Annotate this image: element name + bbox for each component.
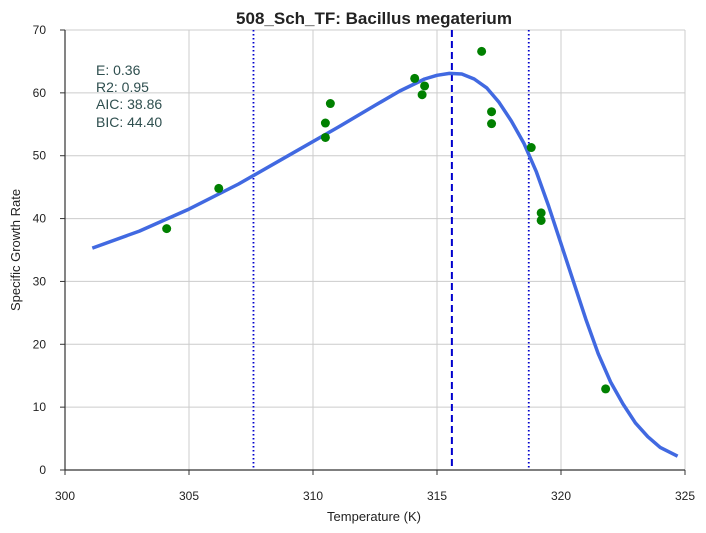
data-point [325,99,335,109]
y-tick-labels: 0 10 20 30 40 50 60 70 [33,23,65,477]
data-point [162,224,172,234]
x-tick-labels: 300 305 310 315 320 325 [55,470,695,503]
x-tick-label: 320 [551,489,571,503]
y-tick-label: 30 [33,274,47,288]
stat-bic: BIC: 44.40 [96,114,162,130]
y-tick-label: 0 [39,463,46,477]
data-point [417,90,427,100]
data-point [536,208,546,218]
x-tick-label: 300 [55,489,75,503]
y-tick-label: 50 [33,149,47,163]
chart-title: 508_Sch_TF: Bacillus megaterium [236,9,512,28]
y-tick-label: 40 [33,212,47,226]
data-point [536,215,546,225]
x-tick-label: 310 [303,489,323,503]
data-point [477,46,487,56]
data-point [320,118,330,128]
data-point [601,384,611,394]
data-point [487,119,497,129]
data-point [526,143,536,153]
data-point [420,81,430,91]
x-tick-label: 325 [675,489,695,503]
stat-r2: R2: 0.95 [96,79,149,95]
data-point [487,107,497,117]
y-tick-label: 10 [33,400,47,414]
x-axis-label: Temperature (K) [327,509,421,524]
stat-e: E: 0.36 [96,62,141,78]
x-tick-label: 315 [427,489,447,503]
axes [64,30,685,471]
y-axis-label: Specific Growth Rate [8,189,23,311]
data-point [410,73,420,83]
y-tick-label: 70 [33,23,47,37]
reference-lines [252,30,530,470]
x-tick-label: 305 [179,489,199,503]
data-point [214,183,224,193]
data-point [320,132,330,142]
stats-annotation: E: 0.36 R2: 0.95 AIC: 38.86 BIC: 44.40 [96,62,162,130]
y-tick-label: 20 [33,337,47,351]
y-tick-label: 60 [33,86,47,100]
stat-aic: AIC: 38.86 [96,96,162,112]
data-points [162,46,611,394]
